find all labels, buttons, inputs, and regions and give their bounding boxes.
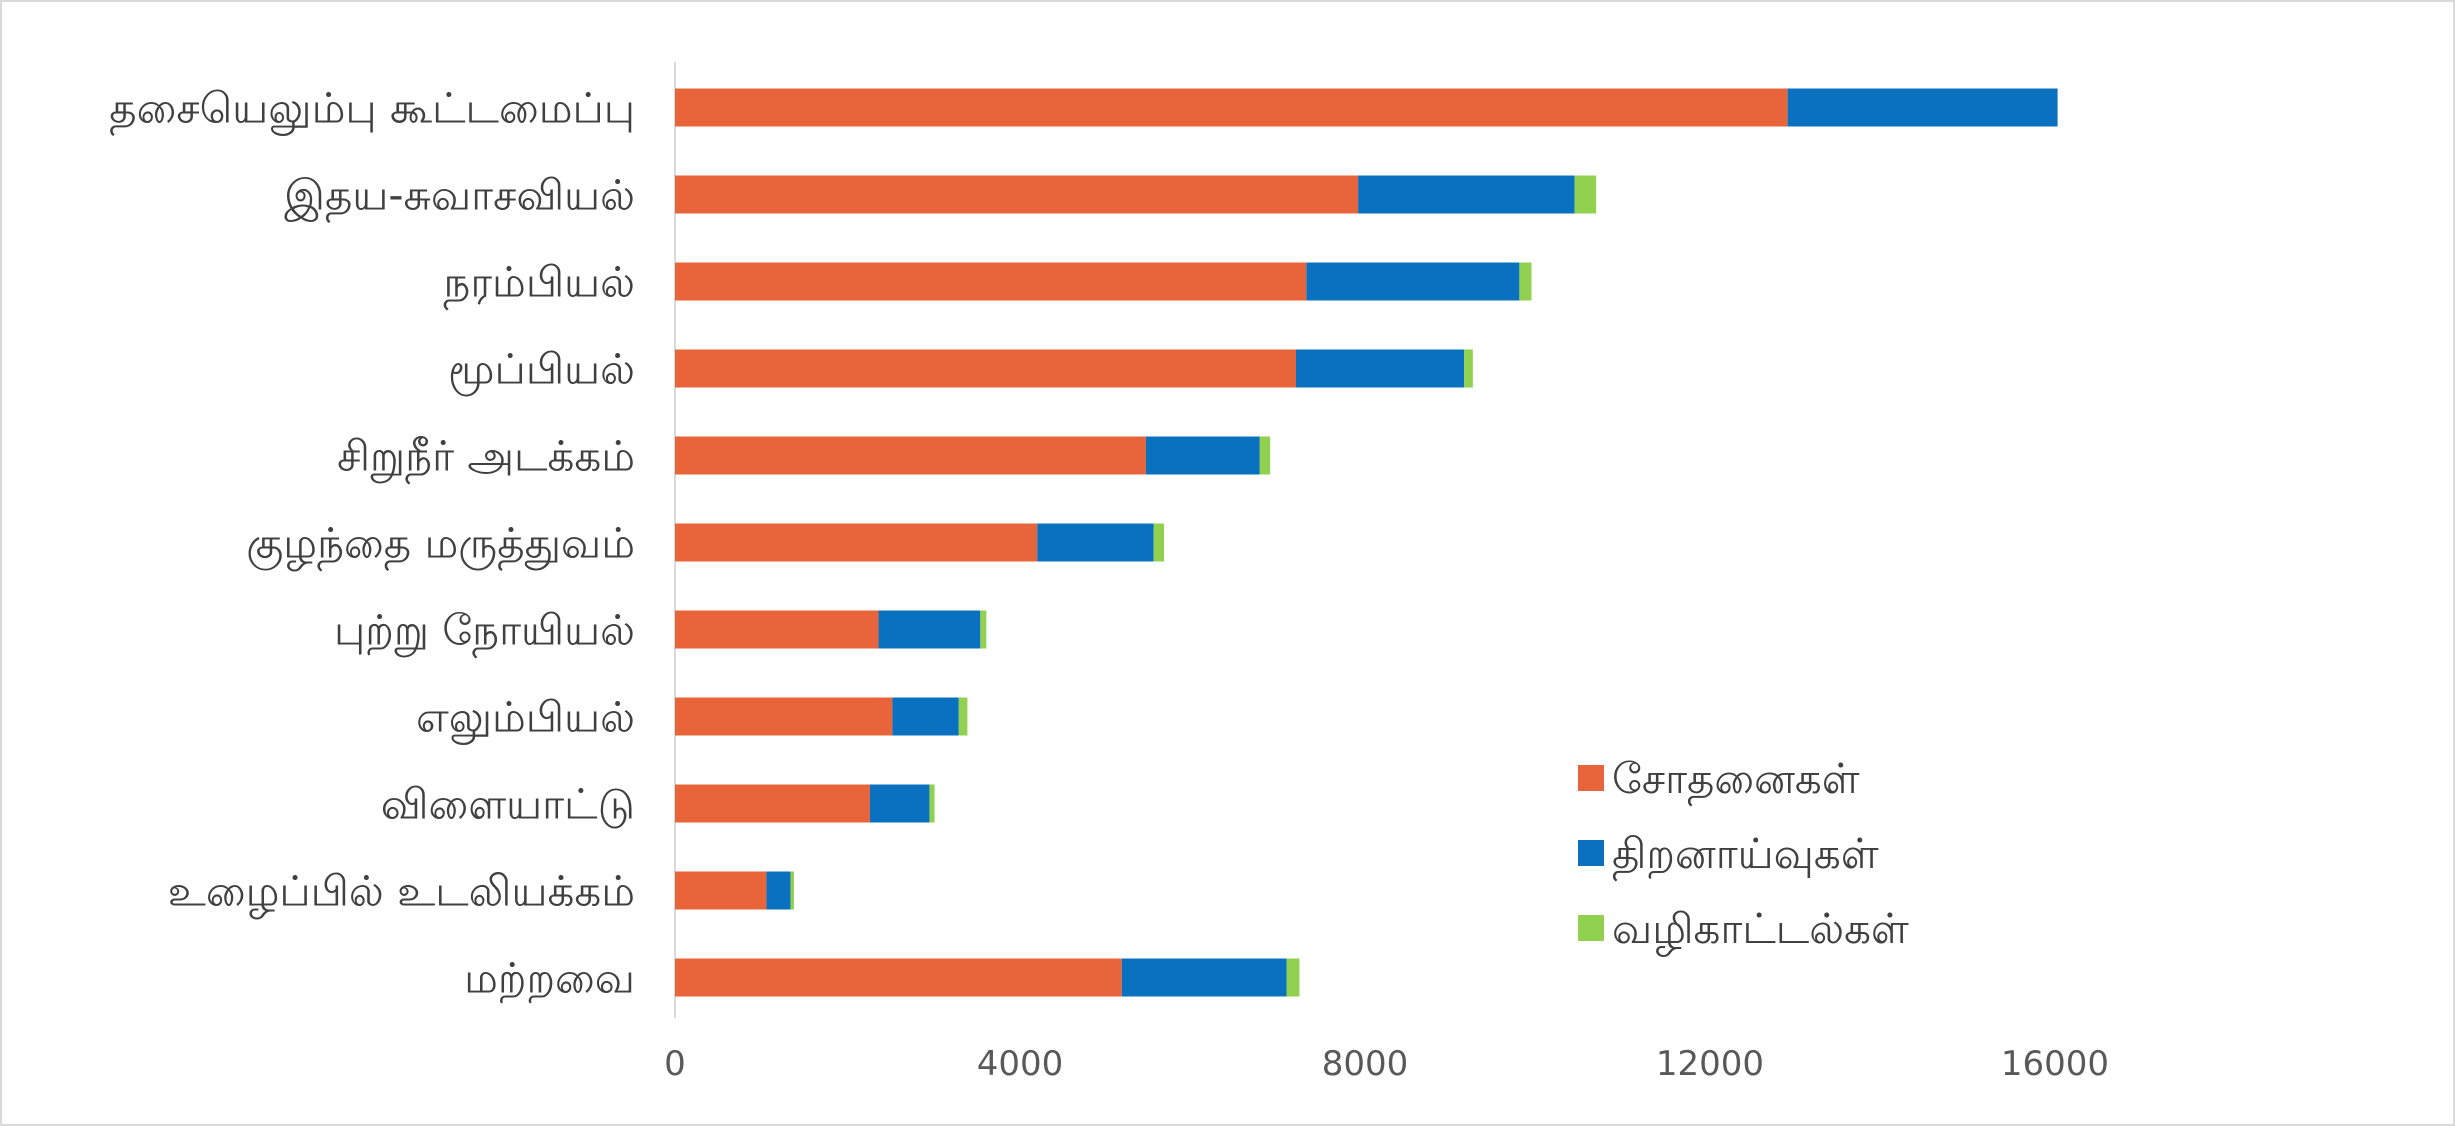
bar-segment-1 — [675, 262, 1307, 301]
bar-segment-1 — [675, 436, 1146, 475]
category-label: மற்றவை — [464, 954, 635, 1004]
legend-swatch-1 — [1578, 765, 1604, 791]
bar-segment-2 — [1358, 175, 1575, 214]
bar-segment-2 — [869, 784, 930, 823]
bar-segment-1 — [675, 871, 767, 910]
bar-segment-3 — [1153, 523, 1165, 562]
category-labels-group: தசையெலும்பு கூட்டமைப்பு இதய-சுவாசவியல் நரம… — [109, 84, 635, 1004]
category-label: இதய-சுவாசவியல் — [284, 171, 635, 224]
bar-segment-2 — [1787, 88, 2058, 127]
bar-segment-2 — [892, 697, 959, 736]
bar-segment-3 — [1519, 262, 1532, 301]
bar-segment-3 — [1464, 349, 1473, 388]
bar-segment-1 — [675, 697, 893, 736]
x-tick-labels-group: 0 4000 8000 12000 16000 — [664, 1044, 2109, 1084]
bar-segment-2 — [766, 871, 791, 910]
bar-segment-3 — [1259, 436, 1271, 475]
x-tick-label: 12000 — [1656, 1044, 1764, 1084]
x-tick-label: 8000 — [1322, 1044, 1409, 1084]
category-label: தசையெலும்பு கூட்டமைப்பு — [109, 84, 635, 137]
legend-swatch-3 — [1578, 915, 1604, 941]
bar-segment-2 — [1145, 436, 1260, 475]
x-tick-label: 4000 — [977, 1044, 1064, 1084]
bar-segment-3 — [1286, 958, 1300, 997]
category-label: விளையாட்டு — [381, 780, 635, 829]
category-label: உழைப்பில் உடலியக்கம் — [168, 867, 635, 920]
category-label: புற்று நோயியல் — [334, 606, 635, 659]
bar-segment-2 — [1306, 262, 1520, 301]
bar-segment-3 — [980, 610, 987, 649]
bar-segment-1 — [675, 958, 1122, 997]
category-label: எலும்பியல் — [416, 693, 635, 745]
bar-segment-2 — [878, 610, 981, 649]
bar-segment-1 — [675, 784, 870, 823]
legend-swatch-2 — [1578, 840, 1604, 866]
bar-segment-2 — [1037, 523, 1154, 562]
x-tick-label: 0 — [664, 1044, 686, 1084]
bar-segment-3 — [929, 784, 935, 823]
bar-segment-1 — [675, 610, 879, 649]
legend-label-1: சோதனைகள் — [1612, 754, 1860, 807]
x-tick-label: 16000 — [2001, 1044, 2109, 1084]
legend-label-2: திறனாய்வுகள் — [1612, 829, 1879, 882]
bar-segment-2 — [1296, 349, 1465, 388]
bar-segment-3 — [958, 697, 968, 736]
bar-segment-2 — [1121, 958, 1287, 997]
bar-segment-1 — [675, 523, 1038, 562]
category-label: குழந்தை மருத்துவம் — [246, 519, 635, 572]
legend-label-3: வழிகாட்டல்கள் — [1612, 904, 1909, 957]
bar-segment-1 — [675, 88, 1788, 127]
bar-segment-3 — [790, 871, 795, 910]
category-label: மூப்பியல் — [448, 345, 635, 397]
bars-group — [675, 88, 2058, 997]
legend: சோதனைகள் திறனாய்வுகள் வழிகாட்டல்கள் — [1578, 754, 1909, 957]
bar-segment-1 — [675, 175, 1359, 214]
bar-segment-1 — [675, 349, 1296, 388]
bar-segment-3 — [1574, 175, 1597, 214]
category-label: நரம்பியல் — [443, 258, 635, 311]
category-label: சிறுநீர் அடக்கம் — [337, 432, 635, 485]
